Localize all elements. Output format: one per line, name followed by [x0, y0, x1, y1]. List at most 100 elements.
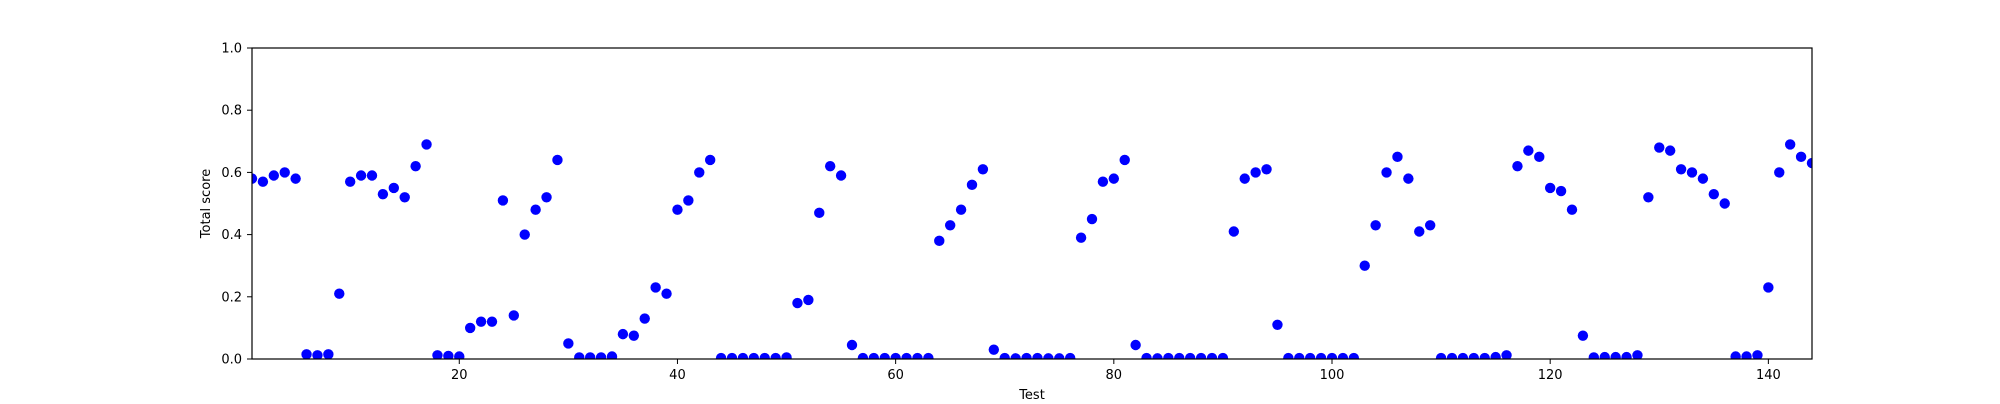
- data-point: [1577, 330, 1589, 341]
- data-point: [1174, 352, 1185, 359]
- data-point: [454, 351, 465, 359]
- data-point: [377, 188, 389, 200]
- data-point: [1784, 139, 1796, 150]
- data-point: [344, 176, 356, 187]
- data-point: [748, 352, 760, 359]
- data-point: [824, 160, 836, 172]
- data-point: [890, 352, 901, 359]
- data-point: [574, 352, 585, 359]
- data-point: [715, 352, 727, 359]
- data-point: [421, 139, 432, 150]
- data-point: [475, 316, 487, 327]
- data-point: [1163, 352, 1174, 359]
- data-point: [1217, 352, 1229, 359]
- y-tick-label: 0.0: [221, 353, 242, 368]
- data-point: [1457, 352, 1469, 359]
- data-point: [912, 352, 923, 359]
- data-point: [1228, 226, 1240, 237]
- data-point: [1054, 353, 1065, 359]
- data-point: [388, 182, 400, 194]
- data-point: [334, 288, 345, 299]
- data-point: [1108, 173, 1120, 184]
- data-point: [661, 288, 672, 299]
- data-point: [704, 154, 716, 166]
- data-point: [770, 352, 781, 359]
- data-point: [1446, 352, 1458, 359]
- data-point: [1119, 154, 1130, 166]
- data-point: [781, 352, 792, 359]
- data-point: [1424, 220, 1436, 231]
- data-point: [1664, 145, 1676, 156]
- y-tick-label: 1.0: [221, 42, 242, 57]
- y-axis-label: Total score: [199, 169, 214, 239]
- data-point: [530, 204, 541, 215]
- axes-layer: 20 40 60 80 100 120 140 0.0 0.2 0.4 0.6 0.8 1.0: [221, 42, 1780, 384]
- x-tick-label: 80: [1106, 368, 1123, 383]
- data-point: [683, 195, 694, 206]
- data-point: [1654, 142, 1665, 153]
- data-point: [301, 349, 312, 359]
- data-point: [486, 316, 498, 327]
- data-point: [410, 160, 421, 172]
- data-point: [584, 352, 596, 359]
- data-point: [846, 339, 858, 351]
- data-point: [1141, 352, 1152, 359]
- data-point: [1468, 352, 1480, 359]
- x-axis-label: Test: [1018, 388, 1045, 400]
- x-tick-label: 120: [1538, 368, 1563, 383]
- x-tick-label: 140: [1756, 368, 1781, 383]
- data-point: [552, 154, 563, 166]
- data-point: [901, 352, 912, 359]
- data-point: [1370, 220, 1381, 231]
- data-point: [803, 294, 814, 306]
- data-point: [290, 173, 301, 184]
- data-point: [399, 192, 410, 203]
- data-point: [1741, 351, 1752, 359]
- data-point: [355, 170, 367, 181]
- data-point: [541, 192, 552, 203]
- data-point: [1304, 352, 1316, 359]
- data-point: [1490, 351, 1501, 359]
- data-point: [1686, 167, 1698, 178]
- data-point: [1501, 350, 1512, 359]
- data-point: [1010, 353, 1021, 359]
- data-point: [312, 350, 323, 359]
- data-point: [1414, 226, 1425, 237]
- data-point: [279, 167, 290, 178]
- x-tick-label: 20: [451, 368, 468, 383]
- data-point: [1250, 167, 1261, 178]
- data-point: [443, 350, 454, 359]
- data-point: [519, 229, 530, 240]
- data-point: [1043, 353, 1054, 359]
- data-point: [595, 352, 607, 359]
- data-point: [563, 338, 574, 349]
- data-point: [1086, 213, 1098, 225]
- data-point: [1097, 176, 1109, 187]
- data-point: [508, 310, 520, 321]
- data-point: [1752, 350, 1763, 359]
- data-point: [1774, 167, 1785, 178]
- data-point: [1763, 282, 1774, 293]
- data-point: [955, 204, 967, 215]
- data-point: [497, 195, 509, 206]
- data-point: [1152, 353, 1163, 359]
- y-tick-label: 0.2: [221, 290, 242, 305]
- data-point: [1544, 182, 1556, 194]
- data-point: [1806, 157, 1812, 169]
- data-point: [1261, 164, 1272, 175]
- data-point: [1206, 352, 1218, 359]
- data-point: [1315, 352, 1327, 359]
- data-point: [1294, 352, 1305, 359]
- data-point: [857, 352, 869, 359]
- data-point: [1479, 352, 1490, 359]
- data-point: [1239, 173, 1250, 184]
- x-tick-label: 100: [1320, 368, 1345, 383]
- data-point: [999, 352, 1010, 359]
- data-point: [1610, 351, 1621, 359]
- plot-frame: [251, 47, 1813, 360]
- data-point: [1021, 352, 1032, 359]
- data-point: [366, 170, 378, 181]
- data-point: [792, 297, 803, 309]
- data-point: [1697, 173, 1709, 184]
